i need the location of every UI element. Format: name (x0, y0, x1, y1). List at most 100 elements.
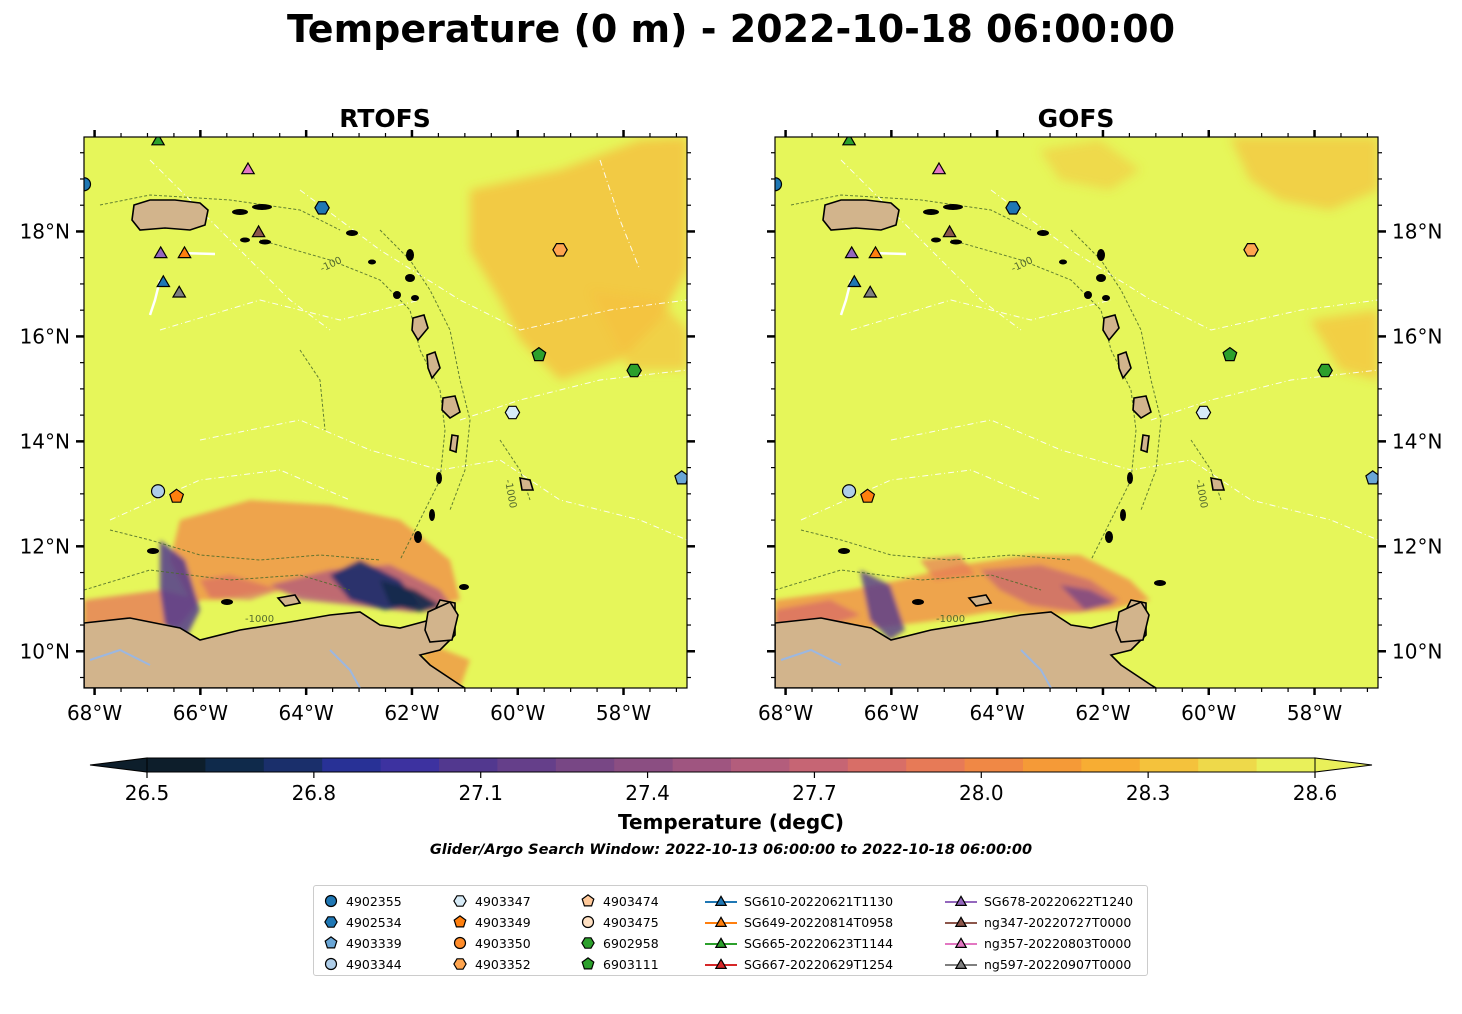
legend-label: 4902534 (346, 914, 402, 930)
legend-swatch (324, 936, 338, 949)
colorbar-tick-label: 26.8 (292, 781, 337, 805)
rtofs-xtick-label: 66°W (173, 701, 228, 725)
legend-item-SG665-20220623T1144: SG665-20220623T1144 (704, 934, 893, 952)
rtofs-marker-6902958 (626, 363, 642, 378)
colorbar-bin (147, 758, 206, 772)
colorbar-bin (789, 758, 849, 772)
gofs-warm-patches (1040, 137, 1378, 380)
gofs-marker-4903344 (841, 484, 857, 499)
legend-swatch (581, 894, 595, 907)
colorbar-tick-label: 28.3 (1126, 781, 1171, 805)
legend-swatch (945, 937, 977, 948)
gofs-marker-6903111 (1222, 346, 1238, 362)
rtofs-rivers (89, 648, 361, 688)
legend-label: SG665-20220623T1144 (744, 935, 894, 951)
gofs-xtick-label: 62°W (1075, 701, 1130, 725)
gofs-xtick-label: 58°W (1287, 701, 1342, 725)
rtofs-marker-4903344 (150, 484, 166, 499)
rtofs-xtick-label: 58°W (596, 701, 651, 725)
legend-label: 4903347 (475, 893, 531, 909)
rtofs-eez-lines (109, 159, 687, 541)
gofs-eez-lines (800, 159, 1378, 541)
legend-label: 4903352 (475, 956, 531, 972)
legend-label: 4903474 (603, 893, 659, 909)
colorbar-bin (439, 758, 498, 772)
legend-item-ng597-20220907T0000: ng597-20220907T0000 (944, 955, 1131, 973)
legend-item-4903347: 4903347 (451, 892, 531, 910)
colorbar-bin (731, 758, 790, 772)
rtofs-ytick-label: 18°N (20, 219, 70, 243)
rtofs-marker-4902534 (314, 201, 330, 215)
colorbar: 26.5 26.8 27.1 27.4 27.7 28.0 28.3 28.6 Tempera… (89, 757, 1373, 858)
legend-swatch (945, 916, 977, 927)
legend-label: 4903344 (346, 956, 402, 972)
colorbar-bin (263, 758, 323, 772)
gofs-title: GOFS (1038, 104, 1115, 133)
legend-item-SG678-20220622T1240: SG678-20220622T1240 (944, 892, 1133, 910)
rtofs-xtick-label: 68°W (67, 701, 122, 725)
rtofs-xtick-label: 60°W (490, 701, 545, 725)
rtofs-islands (147, 204, 469, 605)
rtofs-ytick-label: 14°N (20, 429, 70, 453)
legend-item-4903339: 4903339 (322, 934, 402, 952)
legend-item-ng347-20220727T0000: ng347-20220727T0000 (944, 913, 1131, 931)
colorbar-bin (1198, 758, 1258, 772)
colorbar-frame (146, 757, 1316, 773)
legend-swatch (945, 895, 977, 906)
gofs-marker-4903347 (1195, 405, 1212, 420)
gofs-marker-4903349 (860, 488, 876, 503)
colorbar-bin (964, 758, 1024, 772)
legend-swatch (705, 916, 737, 927)
legend-label: ng347-20220727T0000 (984, 914, 1132, 930)
gofs-ytick-label: 10°N (1392, 639, 1442, 663)
legend-swatch (324, 894, 338, 908)
gofs-marker-ng347-20220727T0000 (942, 224, 957, 238)
rtofs-marker-4903347 (504, 405, 521, 420)
legend-label: SG667-20220629T1254 (744, 956, 894, 972)
legend-swatch (581, 957, 595, 970)
legend-label: ng597-20220907T0000 (984, 956, 1132, 972)
colorbar-tick-label: 26.5 (125, 781, 170, 805)
gofs-marker-6902958 (1317, 363, 1333, 378)
colorbar-bin (322, 758, 382, 772)
gofs-axes: 68°W 66°W 64°W 62°W 60°W 58°W 18°N 16°N 14°N 12°N… (758, 130, 1442, 725)
legend-swatch (705, 937, 737, 948)
legend-swatch (945, 958, 977, 969)
colorbar-bin (1256, 758, 1316, 772)
legend-swatch (453, 936, 467, 950)
rtofs-xtick-label: 64°W (279, 701, 334, 725)
legend-label: ng357-20220803T0000 (984, 935, 1132, 951)
colorbar-label: Temperature (degC) (618, 810, 844, 834)
rtofs-warm-patches (470, 137, 687, 380)
rtofs-marker-SG649-20220814T0958 (177, 245, 192, 259)
legend-swatch (453, 958, 467, 970)
legend-label: 4903339 (346, 935, 402, 951)
gofs-marker-4903352 (1243, 243, 1259, 257)
colorbar-bin (1023, 758, 1082, 772)
legend-label: SG678-20220622T1240 (984, 893, 1134, 909)
legend-item-SG667-20220629T1254: SG667-20220629T1254 (704, 955, 893, 973)
legend: 4902355 4902534 4903339 4903344 4903347 49033… (313, 885, 1148, 976)
legend-label: SG649-20220814T0958 (744, 914, 894, 930)
legend-label: SG610-20220621T1130 (744, 893, 894, 909)
legend-item-4903352: 4903352 (451, 955, 531, 973)
gofs-xtick-label: 68°W (758, 701, 813, 725)
legend-swatch (581, 915, 595, 929)
svg-text:-1000: -1000 (245, 614, 274, 625)
legend-item-4903475: 4903475 (579, 913, 659, 931)
colorbar-bin (906, 758, 966, 772)
legend-label: 6902958 (603, 935, 659, 951)
gofs-cool-water (775, 555, 1150, 640)
svg-text:-1000: -1000 (502, 479, 518, 510)
rtofs-marker-SG678-20220622T1240 (153, 245, 168, 259)
legend-item-SG649-20220814T0958: SG649-20220814T0958 (704, 913, 893, 931)
colorbar-bin (555, 758, 615, 772)
gofs-xtick-label: 66°W (864, 701, 919, 725)
gofs-ytick-label: 14°N (1392, 429, 1442, 453)
colorbar-extend-high (1314, 757, 1373, 773)
rtofs-marker-6903111 (531, 346, 547, 362)
gofs-land (775, 199, 1226, 688)
legend-swatch (581, 937, 595, 949)
gofs-rivers (780, 648, 1052, 688)
colorbar-bin (847, 758, 907, 772)
